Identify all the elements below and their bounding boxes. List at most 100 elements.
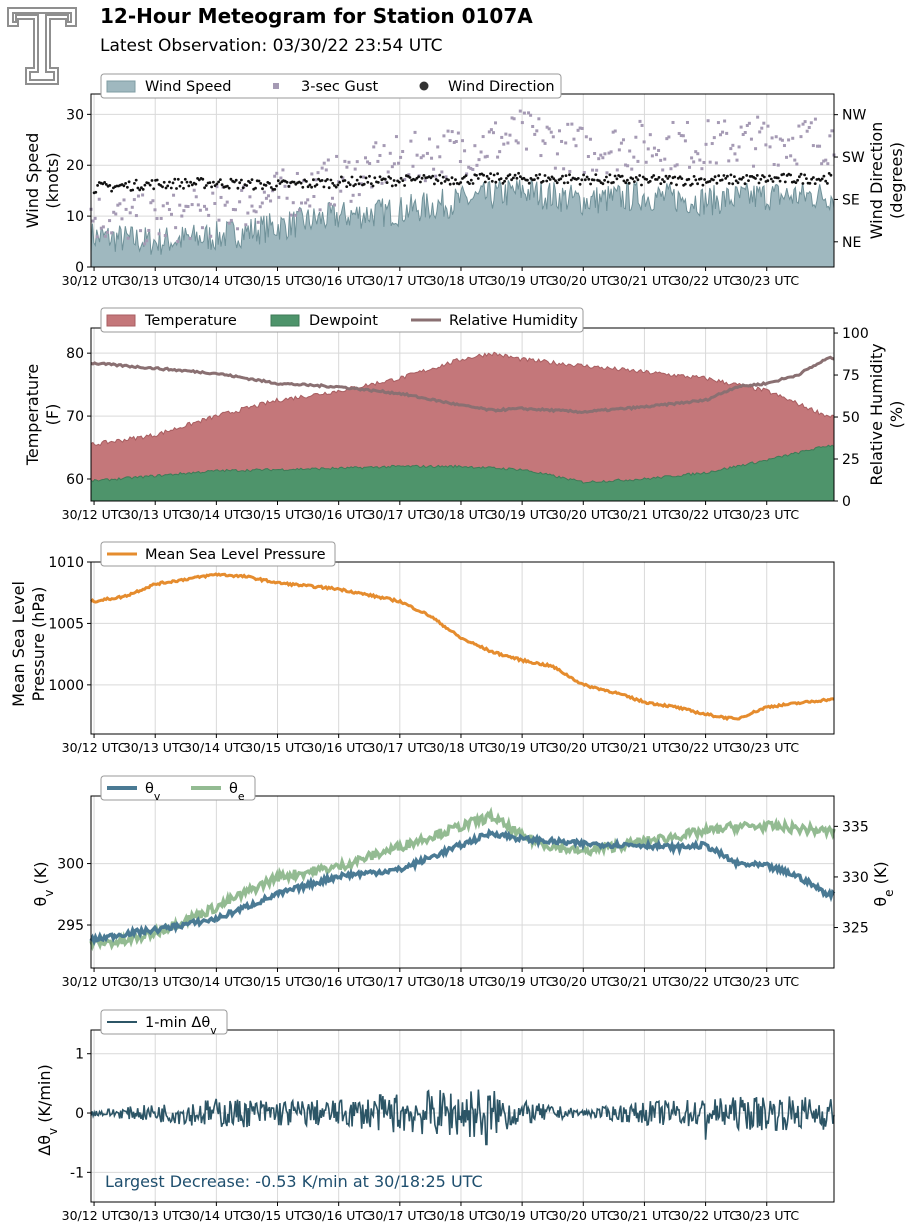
gust-point [663,157,667,161]
gust-point [588,137,592,141]
gust-point [264,196,268,200]
gust-point [122,198,126,202]
wind-direction-point [357,182,361,186]
gust-point [200,226,204,230]
gust-point [607,151,611,155]
gust-point [99,226,103,230]
gust-point [401,149,405,153]
gust-point [520,121,524,125]
wind-direction-point [631,177,635,181]
wind-direction-point [717,174,721,178]
gust-point [741,133,745,137]
wind-direction-point [696,182,699,186]
x-tick-label: 30/13 UTC [123,1208,188,1223]
gust-point [279,176,283,180]
gust-point [799,135,803,139]
gust-point [209,234,213,238]
gust-point [770,136,774,140]
gust-point [739,125,743,129]
x-tick-label: 30/23 UTC [734,273,799,288]
wind-direction-point [173,177,177,181]
gust-point [320,166,324,170]
wind-direction-point [401,179,405,183]
gust-point [752,164,756,168]
gust-point [591,168,595,172]
x-tick-label: 30/19 UTC [490,273,555,288]
wind-direction-point [552,177,556,181]
wind-direction-point [555,181,559,185]
wind-direction-point [394,183,398,187]
wind-direction-point [613,174,617,178]
legend-box [100,775,256,801]
x-tick-label: 30/14 UTC [184,273,249,288]
x-tick-label: 30/22 UTC [673,1208,738,1223]
wind-direction-point [122,184,126,188]
gust-point [675,163,679,167]
wind-direction-point [513,173,517,177]
wind-direction-point [762,175,766,179]
legend-swatch [273,83,279,89]
wind-direction-point [433,182,436,186]
y2-tick-label: 25 [842,452,860,468]
gust-point [165,201,169,205]
gust-point [450,130,454,134]
gust-point [508,133,512,137]
wind-direction-point [448,182,452,186]
legend-label: 1-min Δθv [145,1015,217,1037]
gust-point [217,218,221,222]
wind-direction-point [569,178,573,182]
wind-direction-point [634,176,638,179]
gust-point [458,159,462,163]
gust-point [828,134,832,138]
gust-point [281,168,285,172]
gust-point [273,174,277,178]
gust-point [582,171,586,175]
x-tick-label: 30/12 UTC [62,974,127,989]
gust-point [213,202,217,206]
gust-point [599,153,603,157]
gust-point [155,217,159,221]
y-axis-label: Wind Speed (knots) [23,133,62,228]
gust-point [780,138,784,142]
wind-direction-point [212,180,215,184]
gust-point [454,139,458,143]
x-tick-label: 30/19 UTC [490,740,555,755]
x-tick-label: 30/15 UTC [245,1208,310,1223]
wind-direction-point [722,174,726,177]
legend-box [100,1009,228,1035]
wind-direction-point [469,178,473,182]
wind-direction-point [678,175,682,179]
gust-point [782,144,786,148]
wind-direction-point [690,182,694,186]
wind-direction-point [783,180,787,184]
wind-direction-point [543,174,547,177]
wind-direction-point [431,174,435,178]
wind-direction-point [605,175,608,179]
y2-axis-label-line: Relative Humidity [867,343,886,485]
gust-point [801,122,805,126]
pressure-line [90,572,835,722]
gust-point [479,150,483,154]
wind-direction-point [648,179,652,183]
wind-direction-point [459,181,463,184]
gust-point [562,167,566,171]
gust-point [826,162,830,166]
wind-direction-point [827,172,831,175]
y-tick-label: 300 [57,857,84,873]
wind-direction-point [299,181,303,185]
gust-point [258,205,262,209]
wind-direction-point [208,181,212,185]
wind-direction-point [201,177,205,181]
wind-direction-point [536,176,540,180]
y-tick-label: 20 [66,158,84,174]
gust-point [512,117,516,121]
gust-point [704,142,708,146]
gust-point [440,170,444,174]
gust-point [566,122,570,126]
wind-direction-point [368,174,371,178]
wind-direction-point [326,178,329,181]
gust-point [642,140,646,144]
chart-title: 12-Hour Meteogram for Station 0107A [100,4,533,28]
wind-direction-point [715,181,719,185]
wind-direction-point [241,186,245,190]
